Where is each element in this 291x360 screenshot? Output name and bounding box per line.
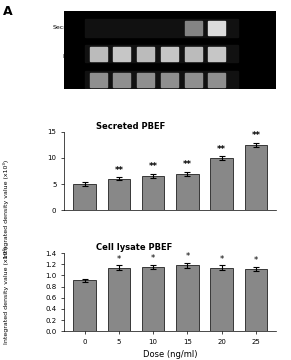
Bar — [90, 47, 107, 61]
Text: Cell
lysate: Cell lysate — [62, 48, 81, 59]
Bar — [113, 47, 130, 61]
X-axis label: Dose (ng/ml): Dose (ng/ml) — [143, 350, 198, 359]
Bar — [113, 72, 130, 87]
Text: Integrated density value (x10³): Integrated density value (x10³) — [3, 160, 9, 258]
Text: **: ** — [251, 131, 260, 140]
Text: —PBEF: —PBEF — [240, 26, 262, 31]
Bar — [185, 21, 202, 35]
Bar — [85, 19, 238, 37]
Text: 25: 25 — [213, 0, 221, 1]
Text: *: * — [117, 255, 121, 264]
Bar — [208, 72, 226, 87]
Bar — [161, 47, 178, 61]
Bar — [210, 158, 233, 210]
Bar — [208, 47, 226, 61]
Bar — [85, 71, 238, 88]
Bar — [73, 280, 96, 331]
Bar — [208, 21, 226, 35]
Bar — [245, 269, 267, 331]
Text: *: * — [254, 256, 258, 265]
Text: **: ** — [114, 166, 123, 175]
Text: Integrated density value (x10⁴): Integrated density value (x10⁴) — [3, 246, 9, 344]
Bar — [161, 72, 178, 87]
Bar — [108, 267, 130, 331]
Text: *: * — [151, 254, 155, 263]
Bar — [85, 45, 238, 62]
Text: A: A — [3, 5, 13, 18]
Bar — [108, 179, 130, 210]
Bar — [142, 176, 164, 210]
Bar — [245, 145, 267, 210]
Text: **: ** — [217, 145, 226, 154]
Bar — [90, 72, 107, 87]
Bar — [176, 174, 198, 210]
Text: 20: 20 — [189, 0, 198, 1]
Text: Secreted PBEF: Secreted PBEF — [96, 122, 165, 131]
Bar — [73, 184, 96, 210]
Bar — [137, 72, 154, 87]
Text: 15: 15 — [165, 0, 174, 1]
Text: 0: 0 — [96, 0, 100, 1]
Bar — [185, 72, 202, 87]
Bar — [137, 47, 154, 61]
Text: —β -actin: —β -actin — [240, 77, 270, 82]
Bar — [176, 265, 198, 331]
Text: *: * — [185, 252, 189, 261]
Text: *: * — [219, 255, 224, 264]
Bar — [142, 267, 164, 331]
Text: **: ** — [149, 162, 158, 171]
Text: TNFα(ng/ml): TNFα(ng/ml) — [278, 0, 291, 1]
Text: 10: 10 — [141, 0, 150, 1]
Bar — [210, 267, 233, 331]
Bar — [185, 47, 202, 61]
Text: 5: 5 — [120, 0, 124, 1]
Text: Cell lysate PBEF: Cell lysate PBEF — [96, 243, 172, 252]
Text: —PBEF: —PBEF — [240, 51, 262, 56]
Text: Secreted: Secreted — [53, 26, 81, 31]
Text: **: ** — [183, 160, 192, 169]
